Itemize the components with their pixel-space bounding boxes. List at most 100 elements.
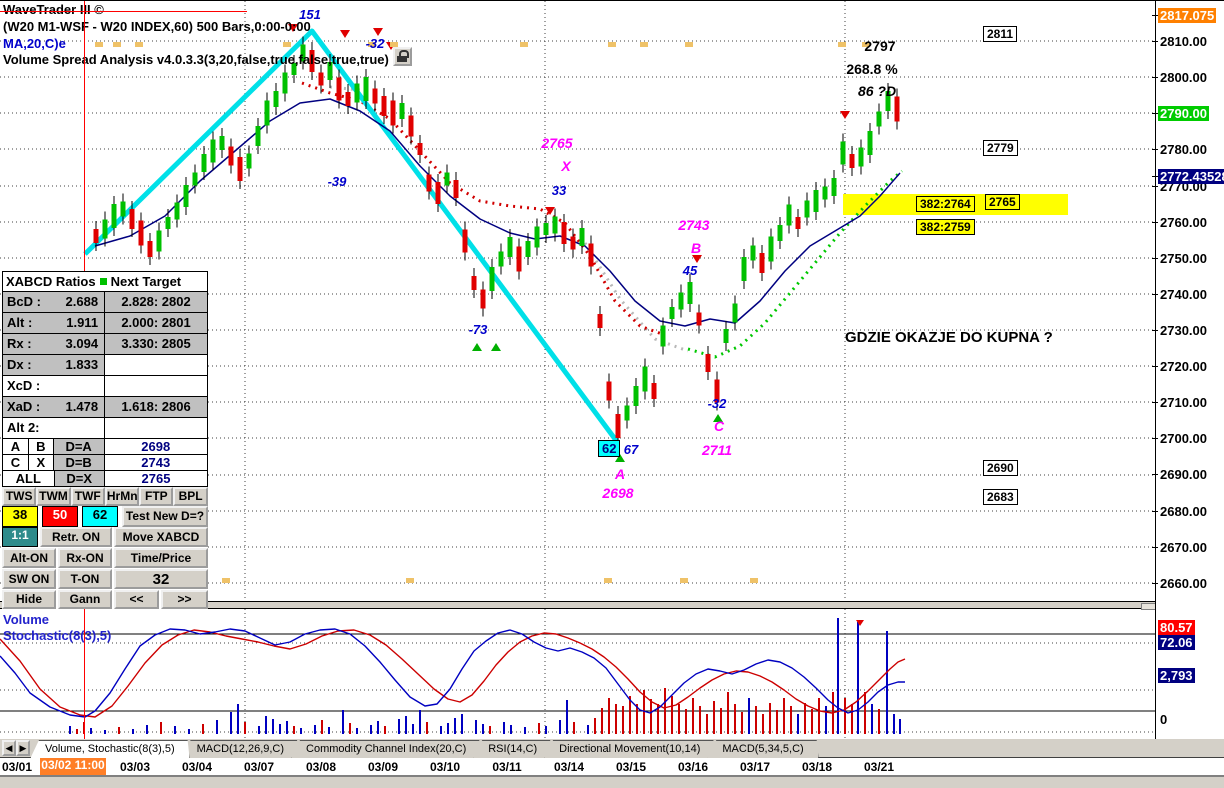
chart-annotation: 2743 [678,217,710,233]
tab-macd-5-34-5-c[interactable]: MACD(5,34,5,C) [707,740,818,759]
date-label: 03/21 [863,760,895,774]
prev-button[interactable]: << [114,590,159,609]
point-price-value: 2698 [104,439,207,455]
ratio-row: XaD :1.478 1.618: 2806 [2,397,208,418]
move-xabcd-button[interactable]: Move XABCD [114,527,208,547]
gann-button[interactable]: Gann [58,590,112,609]
fib-50-button[interactable]: 50 [42,506,78,527]
tab-scroll-left-button[interactable]: ◀ [2,740,16,756]
date-label: 03/17 [739,760,771,774]
vsa-study-label: Volume Spread Analysis v4.0.3.3(3,20,fal… [3,52,389,67]
test-new-d-button[interactable]: Test New D=? [122,506,208,527]
ratio-row: BcD :2.688 2.828: 2802 [2,292,208,313]
btn-bpl[interactable]: BPL [173,487,208,506]
tab-scroll-right-button[interactable]: ▶ [16,740,30,756]
indicator-canvas[interactable] [0,609,1155,739]
axis-tick [1152,474,1158,475]
btn-tws[interactable]: TWS [2,487,37,506]
chart-annotation: 33 [551,183,567,198]
date-label: 03/14 [553,760,585,774]
sw-row: SW ON T-ON 32 [2,569,208,589]
point-letter-button[interactable]: X [28,455,54,471]
tab-rsi-14-c[interactable]: RSI(14,C) [473,740,552,759]
point-row: C X D=B 2743 [2,455,208,471]
next-button[interactable]: >> [161,590,208,609]
price-axis[interactable]: 2817.075 2810.00 2800.00 2790.00 2780.00 2770… [1152,1,1224,776]
t-on-button[interactable]: T-ON [58,569,112,589]
price-level-box: 2683 [983,489,1018,505]
ratio-target-cell [105,355,207,376]
crosshair-horizontal-line [0,11,247,12]
point-letter-button[interactable]: A [3,439,29,455]
rx-on-button[interactable]: Rx-ON [58,548,112,568]
date-label: 03/11 [492,760,522,774]
ratio-label-cell: XaD :1.478 [3,397,106,418]
btn-twf[interactable]: TWF [70,487,105,506]
btn-twm[interactable]: TWM [36,487,71,506]
date-label: 03/03 [119,760,151,774]
chart-annotation: 2797 [864,38,896,54]
date-label: 03/04 [181,760,213,774]
price-axis-label: 2760.00 [1152,215,1209,230]
chart-annotation: GDZIE OKAZJE DO KUPNA ? [845,329,1053,346]
chart-annotation: -39 [327,174,347,189]
btn-hrmn[interactable]: HrMn [104,487,140,506]
tab-macd-12-26-9-c[interactable]: MACD(12,26,9,C) [182,740,299,759]
point-letter-button[interactable]: B [28,439,54,455]
ratio-label-cell: BcD :2.688 [3,292,106,313]
axis-tick [1152,15,1158,16]
chart-annotation: 2765 [541,135,573,151]
price-axis-label: 2680.00 [1152,504,1209,519]
price-axis-label: 2720.00 [1152,359,1209,374]
point-letter-button[interactable]: ALL [3,471,55,487]
chart-annotation: 151 [299,7,321,22]
axis-tick [1152,176,1158,177]
tab-commodity-channel-index-20-c[interactable]: Commodity Channel Index(20,C) [291,740,481,759]
chart-annotation: X [561,158,571,174]
bars-count-button[interactable]: 32 [114,569,208,589]
tab-volume-stochastic-8-3-5[interactable]: Volume, Stochastic(8(3),5) [30,740,190,759]
current-bar-date-highlight: 03/02 11:00 [40,758,106,775]
btn-ftp[interactable]: FTP [139,487,174,506]
point-row: ALL D=X 2765 [2,471,208,487]
ratio-label-cell: Dx :1.833 [3,355,106,376]
price-axis-label: 2740.00 [1152,287,1209,302]
volume-indicator-label: Volume [3,612,49,627]
chart-annotation: -73 [468,322,488,337]
indicator-tabs-bar: ◀ ▶ Volume, Stochastic(8(3),5) MACD(12,26… [0,739,1224,758]
ratio-row: XcD : [2,376,208,397]
price-level-box: 382:2764 [916,196,975,212]
ratio-target-cell [105,418,207,439]
price-level-box: 2779 [983,140,1018,156]
sw-on-button[interactable]: SW ON [2,569,56,589]
indicator-panel[interactable]: Volume Stochastic(8(3),5) [0,609,1155,739]
point-letter-button[interactable]: C [3,455,29,471]
retr-on-button[interactable]: Retr. ON [40,527,112,547]
time-price-button[interactable]: Time/Price [114,548,208,568]
date-label: 03/15 [615,760,647,774]
tab-directional-movement-10-14[interactable]: Directional Movement(10,14) [544,740,715,759]
indicator-axis-label: 72.06 [1158,635,1195,650]
fib-38-button[interactable]: 38 [2,506,38,527]
date-label: 03/07 [243,760,275,774]
fib-62-button[interactable]: 62 [82,506,118,527]
axis-tick [1152,294,1158,295]
chart-annotation: B [690,240,702,256]
point-price-value: 2743 [104,455,207,471]
ratio-row: Alt :1.911 2.000: 2801 [2,313,208,334]
lock-button[interactable] [393,47,412,66]
axis-tick [1152,113,1158,114]
alt-on-button[interactable]: Alt-ON [2,548,56,568]
green-square-icon [99,278,107,285]
lock-icon [399,50,409,58]
ratio-row: Dx :1.833 [2,355,208,376]
panel-toolbar-row: TWS TWM TWF HrMn FTP BPL [2,487,208,506]
symbol-info: (W20 M1-WSF - W20 INDEX,60) 500 Bars,0:0… [3,19,311,34]
chart-annotation: A [614,466,626,482]
price-axis-label: 2750.00 [1152,251,1209,266]
indicator-axis-label: 2,793 [1158,668,1195,683]
ratio-target-cell: 3.330: 2805 [105,334,207,355]
ratio-1-1-button[interactable]: 1:1 [2,527,38,547]
hide-button[interactable]: Hide [2,590,56,609]
price-axis-label: 2772.43528 [1152,169,1224,184]
